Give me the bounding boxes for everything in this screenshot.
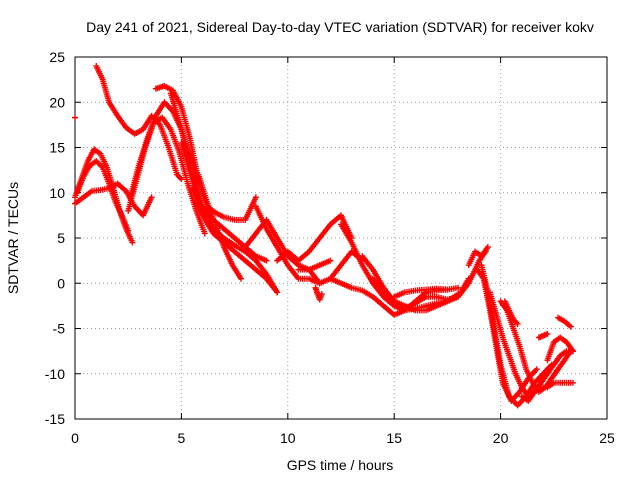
y-tick-label: 20 bbox=[49, 94, 65, 110]
data-point bbox=[318, 291, 325, 298]
data-point bbox=[533, 366, 540, 373]
y-tick-label: -10 bbox=[45, 366, 65, 382]
x-tick-label: 25 bbox=[599, 430, 615, 446]
data-marks bbox=[72, 63, 576, 409]
series-arc-28 bbox=[501, 298, 521, 327]
series-arc-5 bbox=[93, 63, 185, 183]
data-point bbox=[274, 289, 281, 296]
data-point bbox=[201, 230, 208, 237]
data-point bbox=[514, 320, 521, 327]
series-arc-30 bbox=[544, 334, 576, 364]
chart-title: Day 241 of 2021, Sidereal Day-to-day VTE… bbox=[86, 19, 594, 35]
data-point bbox=[129, 239, 136, 246]
data-point bbox=[569, 379, 576, 386]
x-tick-label: 15 bbox=[386, 430, 402, 446]
y-tick-label: 25 bbox=[49, 49, 65, 65]
series-arc-17 bbox=[312, 284, 325, 303]
data-point bbox=[544, 330, 551, 337]
series-arc-15 bbox=[274, 212, 355, 264]
data-point bbox=[125, 227, 132, 234]
x-tick-label: 5 bbox=[178, 430, 186, 446]
data-point bbox=[72, 114, 78, 121]
x-tick-label: 20 bbox=[493, 430, 509, 446]
data-point bbox=[484, 244, 491, 251]
y-tick-label: 5 bbox=[57, 230, 65, 246]
data-point bbox=[237, 275, 244, 282]
data-point bbox=[98, 163, 105, 170]
data-point bbox=[327, 257, 334, 264]
y-tick-label: -15 bbox=[45, 411, 65, 427]
series-arc-14 bbox=[252, 203, 323, 287]
data-point bbox=[263, 257, 270, 264]
series-arc-1 bbox=[72, 114, 78, 121]
series-arc-31 bbox=[555, 314, 574, 330]
y-tick-label: 10 bbox=[49, 185, 65, 201]
series-arc-32 bbox=[535, 330, 551, 341]
tick-labels: 0 5 10 15 20 25 -15 -10 -5 0 5 10 15 20 25 bbox=[45, 49, 615, 446]
x-tick-label: 10 bbox=[280, 430, 296, 446]
series-arc-12 bbox=[195, 171, 244, 282]
y-tick-label: -5 bbox=[53, 321, 66, 337]
data-point bbox=[148, 194, 155, 201]
data-point bbox=[444, 286, 451, 293]
y-tick-label: 0 bbox=[57, 275, 65, 291]
y-axis-label: SDTVAR / TECUs bbox=[5, 182, 21, 294]
data-point bbox=[178, 176, 185, 183]
data-point bbox=[455, 291, 462, 298]
data-point bbox=[569, 348, 576, 355]
x-tick-label: 0 bbox=[71, 430, 79, 446]
data-point bbox=[455, 284, 462, 291]
series-arc-23 bbox=[465, 244, 491, 269]
data-point bbox=[567, 323, 574, 330]
x-axis-label: GPS time / hours bbox=[287, 457, 394, 473]
series-arc-22 bbox=[391, 285, 451, 300]
data-point bbox=[252, 194, 259, 201]
y-tick-label: 15 bbox=[49, 140, 65, 156]
